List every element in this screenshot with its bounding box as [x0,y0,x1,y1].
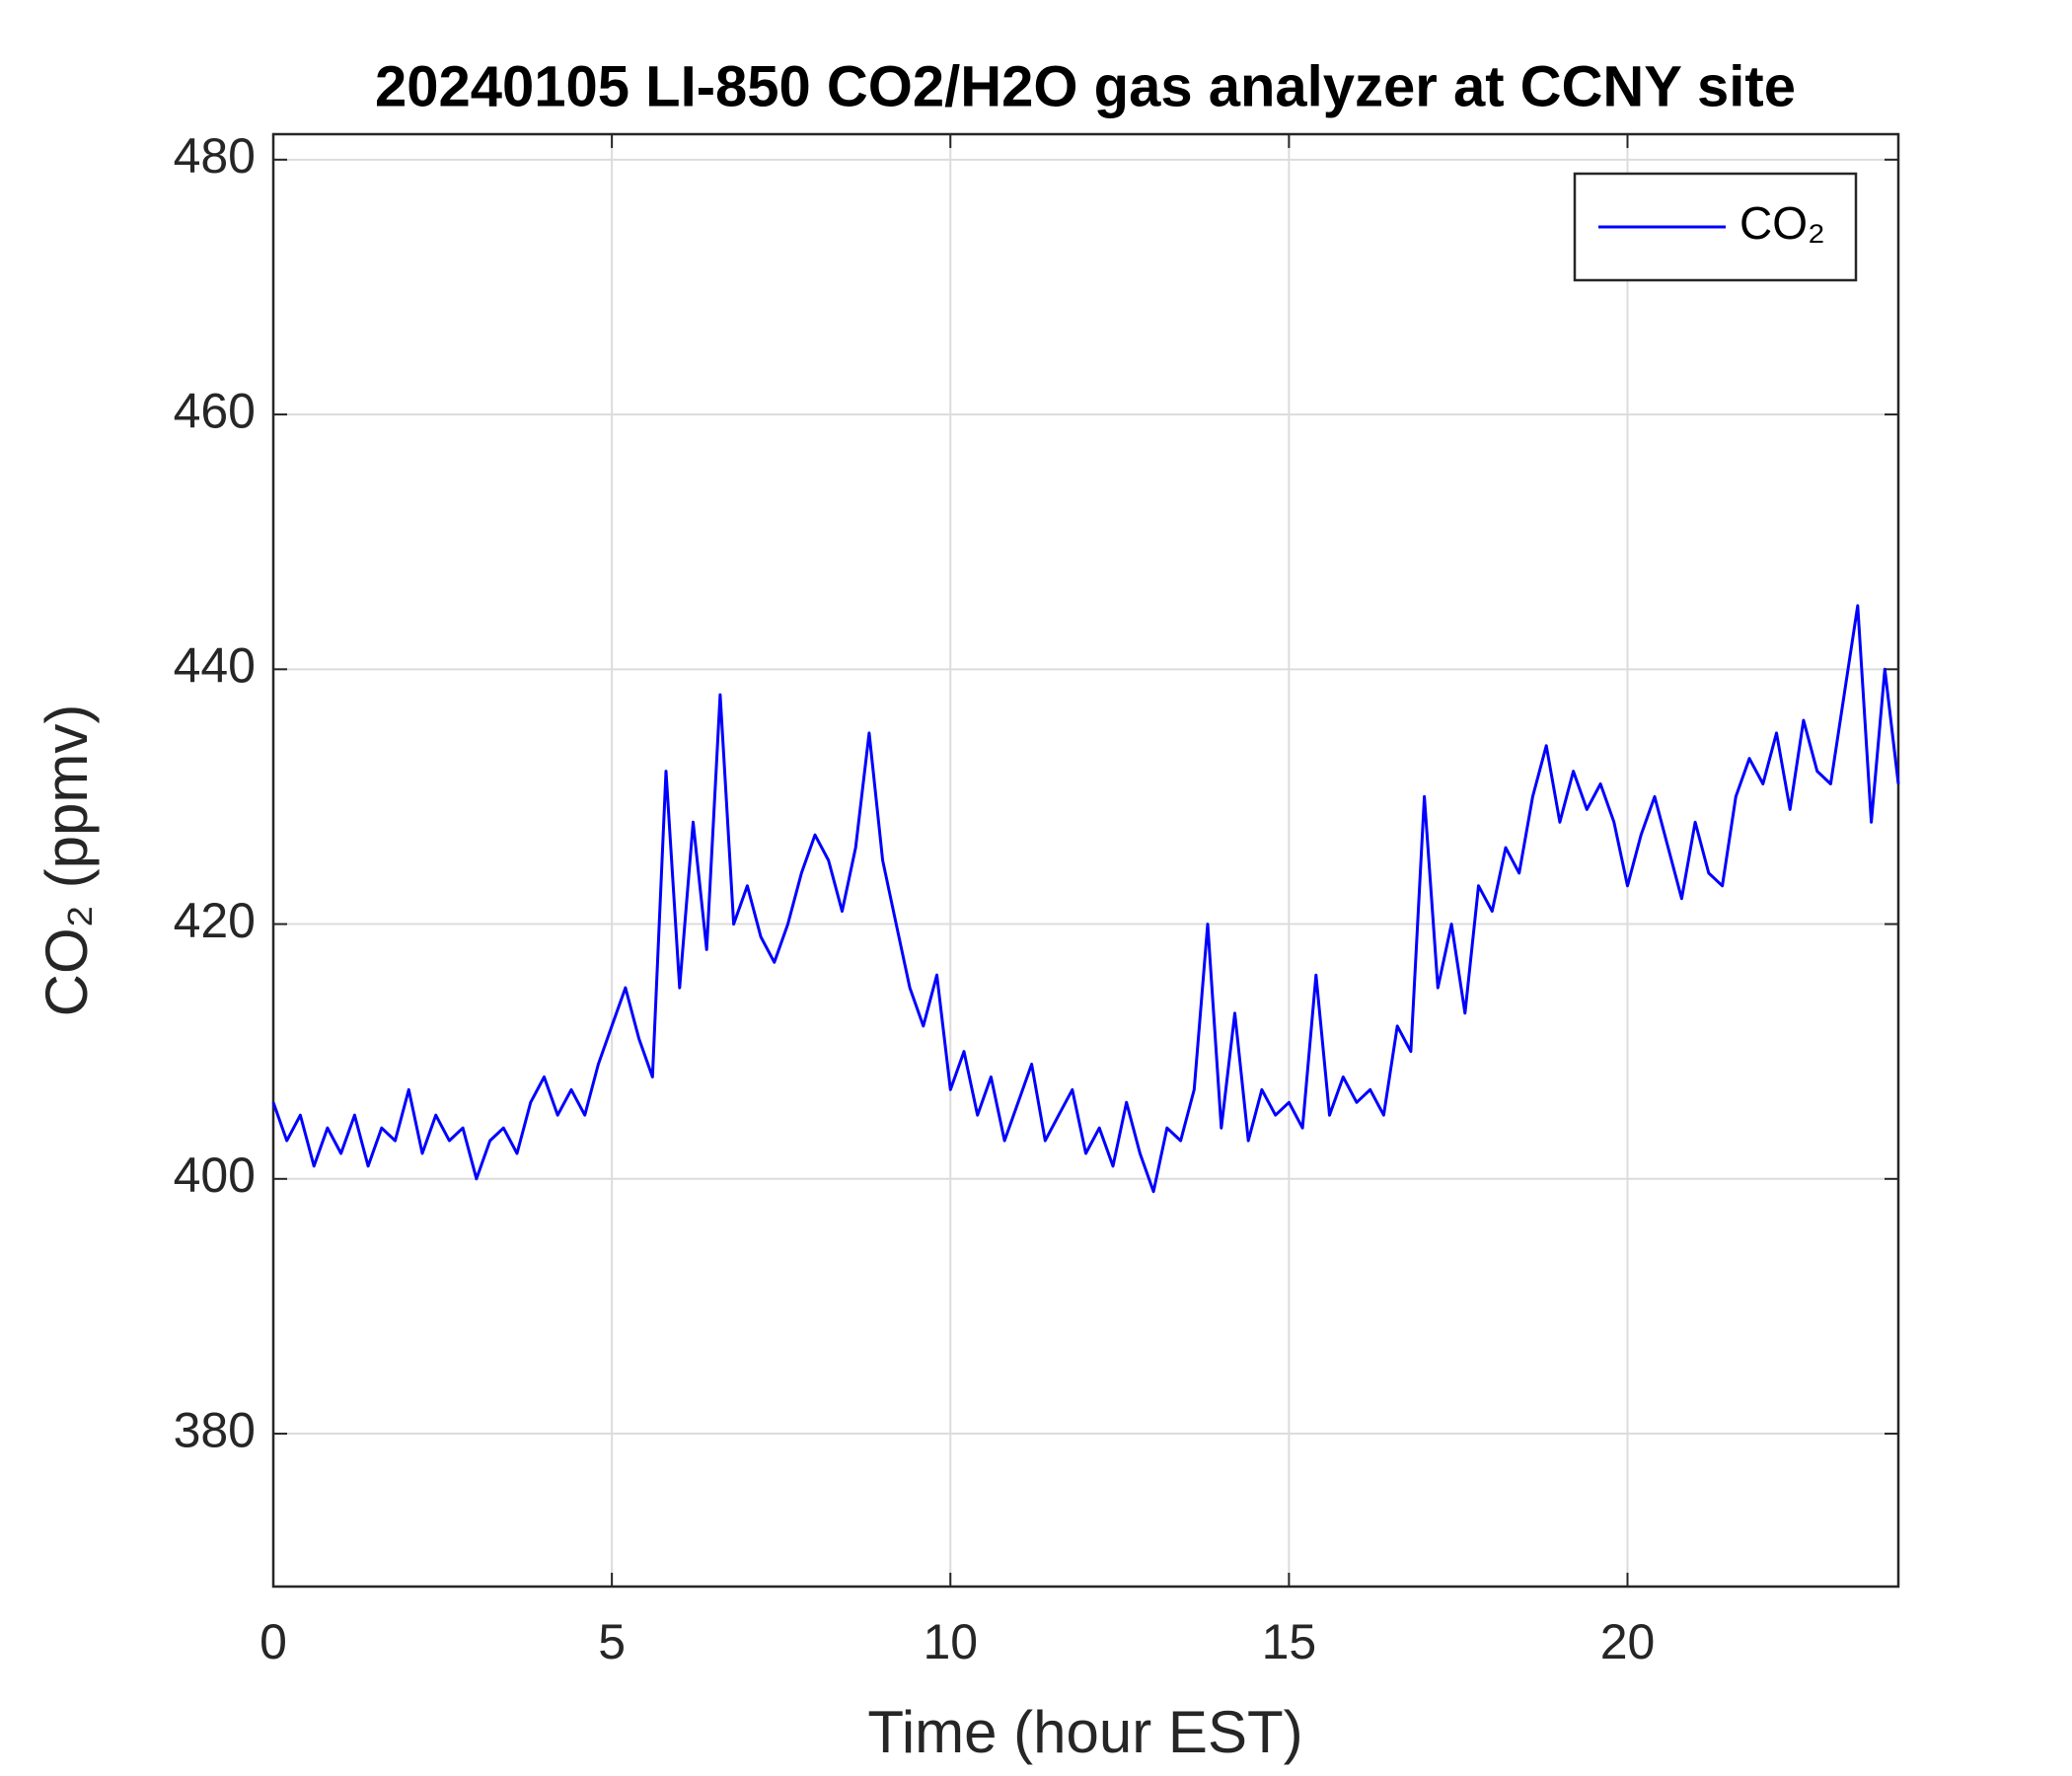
data-line [271,604,1900,1194]
x-tick-label: 0 [259,1614,287,1669]
chart-title: 20240105 LI-850 CO2/H2O gas analyzer at … [375,54,1796,118]
x-tick-label: 10 [923,1614,978,1669]
y-axis-label: CO₂ (ppmv) [34,704,100,1017]
y-tick-label: 400 [174,1147,256,1203]
y-tick-label: 420 [174,893,256,948]
y-tick-label: 440 [174,638,256,694]
y-tick-label: 460 [174,383,256,438]
plot-frame [271,132,1900,1589]
x-axis-label: Time (hour EST) [867,1699,1302,1765]
legend-label: CO₂ [1739,197,1825,249]
y-tick-label: 480 [174,128,256,184]
x-tick-label: 15 [1262,1614,1317,1669]
x-tick-label: 20 [1600,1614,1656,1669]
x-tick-label: 5 [598,1614,626,1669]
y-tick-label: 380 [174,1402,256,1457]
